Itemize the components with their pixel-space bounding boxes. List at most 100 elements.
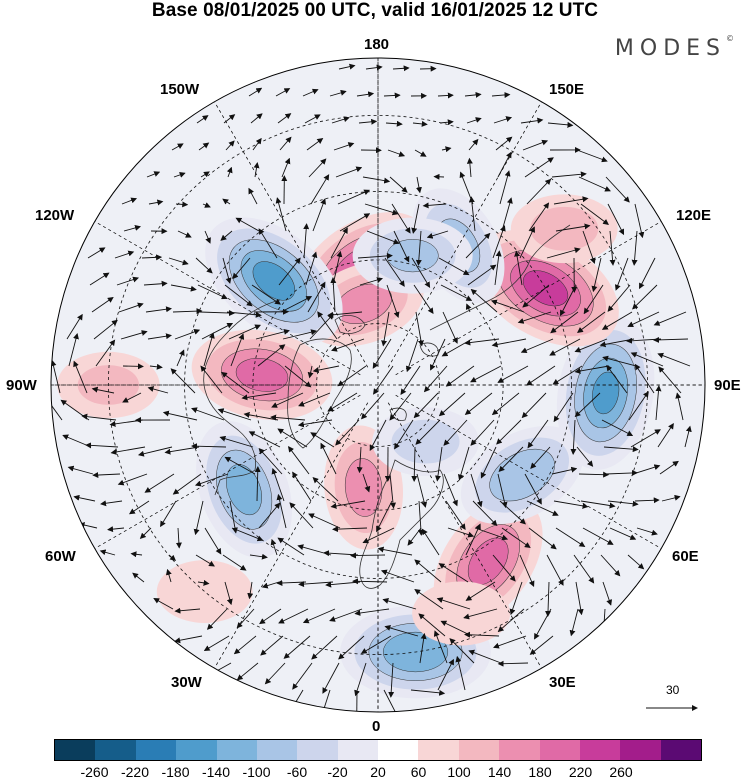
wind-arrow: [437, 658, 454, 691]
wind-arrow: [465, 303, 472, 313]
wind-arrow: [411, 203, 420, 234]
lon-label-150e: 150E: [549, 81, 585, 98]
wind-arrow: [415, 419, 441, 445]
wind-arrow: [520, 117, 544, 124]
colorbar-segment: [539, 740, 580, 760]
wind-arrow: [575, 581, 584, 616]
wind-arrow: [335, 419, 360, 446]
wind-arrow: [369, 419, 387, 451]
wind-arrow: [278, 257, 301, 286]
wind-arrow: [435, 446, 443, 482]
colorbar-tick-label: 60: [410, 764, 427, 780]
wind-arrow: [602, 581, 613, 606]
wind-arrow: [465, 523, 481, 556]
wind-arrow: [330, 227, 348, 259]
wind-arrow: [578, 471, 610, 478]
wind-arrow: [385, 120, 403, 127]
wind-arrow: [530, 446, 551, 469]
colorbar-segment: [337, 740, 378, 760]
wind-arrow: [258, 502, 281, 529]
wind-arrow: [576, 149, 608, 163]
wind-arrow: [389, 473, 397, 509]
wind-arrow: [193, 500, 204, 536]
chart-title: Base 08/01/2025 00 UTC, valid 16/01/2025…: [151, 0, 599, 21]
wind-arrow: [576, 311, 606, 333]
wind-arrow: [394, 419, 414, 450]
colorbar-segment: [579, 740, 621, 760]
wind-arrow: [309, 313, 334, 340]
wind-arrow: [222, 257, 232, 284]
meridian-line: [387, 402, 548, 680]
colorbar-segment: [458, 740, 500, 760]
wind-arrow: [95, 339, 116, 367]
wind-arrow: [356, 91, 375, 98]
wind-arrow: [226, 166, 233, 178]
wind-arrow: [392, 65, 410, 72]
wind-arrow: [465, 232, 491, 259]
wind-arrow: [555, 527, 586, 548]
wind-arrow: [405, 338, 419, 373]
wind-arrow: [195, 257, 213, 274]
wind-arrow: [354, 608, 390, 616]
wind-arrow: [222, 198, 231, 205]
wind-arrow: [383, 689, 400, 712]
colorbar-segment: [176, 740, 217, 760]
wind-arrow: [146, 171, 161, 178]
wind-arrow: [546, 554, 564, 586]
wind-arrow: [338, 63, 356, 70]
wind-arrow: [248, 431, 281, 448]
wind-arrow: [553, 500, 589, 509]
wind-arrow: [312, 365, 340, 374]
wind-arrow: [275, 88, 291, 97]
wind-arrow: [362, 176, 391, 184]
wind-arrow: [366, 230, 400, 245]
wind-arrow: [491, 338, 527, 348]
wind-arrow: [492, 554, 516, 582]
wind-arrow: [303, 223, 310, 259]
wind-arrow: [172, 473, 202, 495]
wind-arrow: [66, 313, 83, 340]
wind-arrow: [373, 365, 394, 395]
wind-arrow: [297, 419, 333, 428]
wind-arrow: [81, 413, 117, 421]
wind-arrow: [162, 410, 198, 421]
wind-arrow: [493, 116, 513, 124]
wind-arrow: [107, 526, 125, 533]
wind-arrow: [630, 352, 664, 367]
wind-arrow: [359, 277, 384, 286]
wind-arrow: [253, 162, 260, 178]
wind-arrow: [569, 608, 579, 637]
wind-arrow: [231, 527, 264, 542]
wind-arrow: [284, 365, 312, 388]
graticule: [51, 58, 705, 712]
wind-arrow: [449, 638, 475, 664]
wind-arrow: [354, 662, 367, 697]
wind-arrow: [292, 471, 312, 502]
wind-arrow: [464, 392, 493, 416]
wind-arrow: [414, 149, 427, 157]
wind-arrow: [387, 149, 406, 157]
wind-arrow: [85, 442, 119, 449]
wind-arrow: [357, 252, 393, 259]
wind-arrow: [498, 446, 524, 473]
wind-arrow: [553, 196, 589, 205]
wind-arrow: [497, 151, 512, 178]
colorbar-segment: [256, 740, 298, 760]
wind-arrow: [413, 392, 439, 419]
wind-arrow: [630, 429, 661, 448]
wind-arrow: [254, 466, 261, 502]
wind-arrow: [457, 446, 470, 481]
wind-arrow: [445, 500, 466, 530]
wind-arrow: [270, 538, 278, 556]
wind-arrow: [609, 527, 637, 540]
wind-arrow: [172, 308, 203, 315]
wind-arrow: [527, 419, 549, 449]
wind-arrow: [236, 608, 255, 629]
anomaly-africa-pink: [156, 560, 253, 623]
wind-arrow: [411, 446, 418, 482]
wind-arrow: [279, 136, 292, 151]
colorbar-tick-label: 100: [447, 764, 471, 780]
wind-arrow: [497, 660, 529, 667]
wind-arrow: [225, 140, 235, 151]
